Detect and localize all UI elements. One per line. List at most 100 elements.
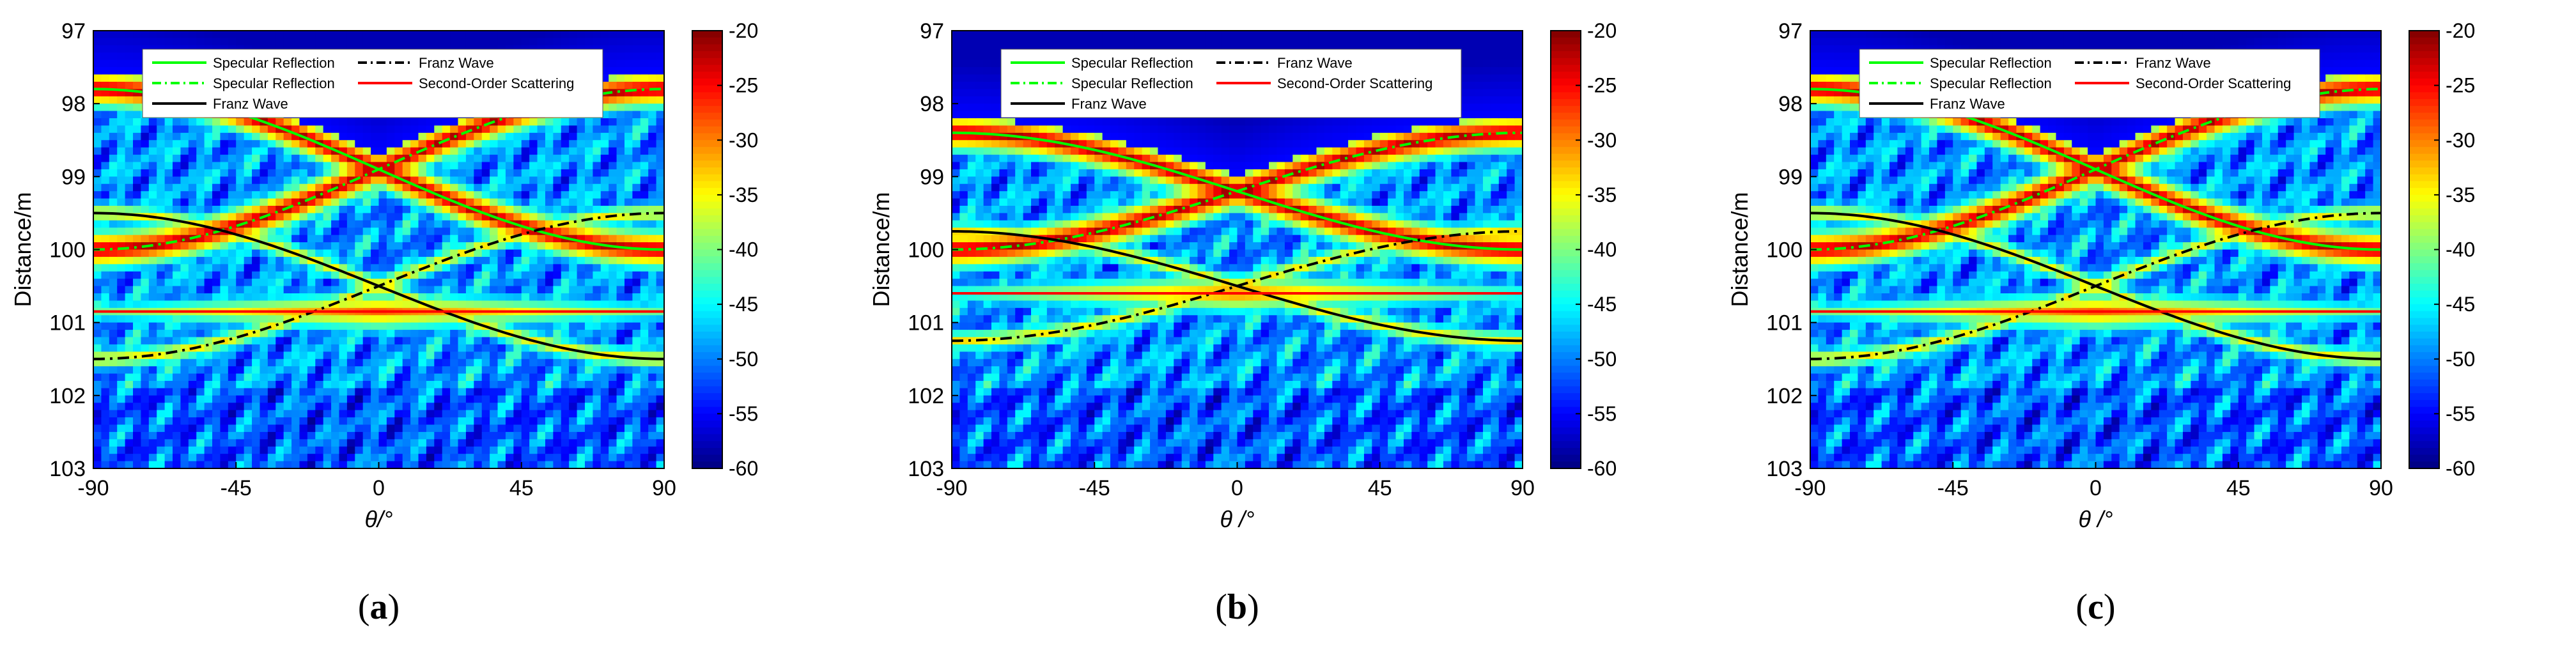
y-tick-label: 101 <box>908 311 944 336</box>
colorbar-tick-label: -30 <box>1587 128 1617 151</box>
y-tick-label: 97 <box>1778 19 1803 43</box>
y-tick-label: 99 <box>1778 165 1803 189</box>
panel-caption: (a) <box>358 587 400 627</box>
x-axis-label: θ /° <box>1220 506 1255 532</box>
legend: Specular Reflection Franz Wave Specular Re… <box>1000 49 1462 118</box>
x-tick-label: -45 <box>1079 476 1110 500</box>
x-tick-label: 90 <box>652 476 676 500</box>
y-axis-label: Distance/m <box>10 192 36 307</box>
y-tick-label: 98 <box>920 92 944 116</box>
y-tick-label: 102 <box>1766 384 1803 408</box>
y-tick-label: 102 <box>908 384 944 408</box>
x-tick-label: -90 <box>77 476 109 500</box>
colorbar-tick-label: -50 <box>729 348 758 371</box>
colorbar-tick-label: -20 <box>2446 19 2475 42</box>
y-tick-label: 100 <box>908 238 944 263</box>
y-tick-label: 98 <box>1778 92 1803 116</box>
colorbar-tick-label: -55 <box>2446 402 2475 425</box>
colorbar: -20 -25 -30 -35 -40 -45 -50 -55 -60 <box>1550 19 1617 480</box>
x-tick-label: 45 <box>1368 476 1392 500</box>
colorbar-tick-label: -35 <box>2446 183 2475 206</box>
x-tick-label: 45 <box>509 476 534 500</box>
colorbar-tick-label: -20 <box>1587 19 1617 42</box>
y-tick-label: 100 <box>49 238 86 263</box>
legend-label: Specular Reflection <box>213 75 335 91</box>
colorbar-tick-label: -60 <box>729 457 758 480</box>
legend-label: Specular Reflection <box>1930 75 2052 91</box>
x-tick-label: 0 <box>2090 476 2102 500</box>
colorbar: -20 -25 -30 -35 -40 -45 -50 -55 -60 <box>692 19 758 480</box>
legend-label: Franz Wave <box>419 55 494 71</box>
y-tick-label: 103 <box>49 457 86 481</box>
legend-label: Second-Order Scattering <box>419 75 574 91</box>
colorbar-tick-label: -30 <box>729 128 758 151</box>
legend-label: Franz Wave <box>1930 96 2005 112</box>
colorbar-tick-label: -20 <box>729 19 758 42</box>
y-tick-label: 97 <box>61 19 86 43</box>
chart-panel-b: Specular Reflection Franz Wave Specular Re… <box>868 19 1617 627</box>
y-tick-label: 102 <box>49 384 86 408</box>
colorbar-tick-label: -35 <box>729 183 758 206</box>
x-axis-label: θ /° <box>2079 506 2113 532</box>
legend-label: Franz Wave <box>1277 55 1353 71</box>
specular-reflection-dashdot-curve <box>951 131 1523 251</box>
colorbar-tick-label: -40 <box>2446 238 2475 261</box>
panel-caption: (c) <box>2076 587 2115 627</box>
colorbar-tick-label: -25 <box>2446 74 2475 97</box>
colorbar-tick-label: -25 <box>729 74 758 97</box>
colorbar-tick-label: -45 <box>729 293 758 316</box>
x-axis-label: θ/° <box>365 506 393 532</box>
colorbar-tick-label: -40 <box>729 238 758 261</box>
x-tick-label: -45 <box>1937 476 1969 500</box>
colorbar-tick-label: -35 <box>1587 183 1617 206</box>
colorbar-tick-label: -45 <box>1587 293 1617 316</box>
y-tick-label: 97 <box>920 19 944 43</box>
colorbar: -20 -25 -30 -35 -40 -45 -50 -55 -60 <box>2409 19 2475 480</box>
y-tick-label: 103 <box>1766 457 1803 481</box>
x-tick-label: 45 <box>2226 476 2251 500</box>
chart-panel-c: Specular Reflection Franz Wave Specular Re… <box>1726 19 2475 627</box>
colorbar-tick-label: -55 <box>729 402 758 425</box>
legend-label: Specular Reflection <box>1071 75 1193 91</box>
legend-label: Second-Order Scattering <box>1277 75 1432 91</box>
x-tick-label: 90 <box>1510 476 1535 500</box>
colorbar-tick-label: -25 <box>1587 74 1617 97</box>
franz-wave-dashdot-curve <box>93 212 665 360</box>
franz-wave-dashdot-curve <box>952 230 1523 343</box>
x-tick-label: 0 <box>373 476 385 500</box>
legend: Specular Reflection Franz Wave Specular Re… <box>1859 49 2320 118</box>
y-tick-label: 99 <box>920 165 944 189</box>
y-tick-label: 100 <box>1766 238 1803 263</box>
x-tick-label: 90 <box>2369 476 2393 500</box>
legend-label: Specular Reflection <box>1071 55 1193 71</box>
y-tick-label: 99 <box>61 165 86 189</box>
y-tick-label: 101 <box>1766 311 1803 336</box>
legend-label: Franz Wave <box>213 96 288 112</box>
colorbar-tick-label: -50 <box>1587 348 1617 371</box>
y-tick-label: 101 <box>49 311 86 336</box>
colorbar-tick-label: -45 <box>2446 293 2475 316</box>
colorbar-tick-label: -55 <box>1587 402 1617 425</box>
specular-reflection-dashdot-curve <box>1810 88 2382 251</box>
legend: Specular Reflection Franz Wave Specular Re… <box>142 49 603 118</box>
y-tick-label: 103 <box>908 457 944 481</box>
panel-caption: (b) <box>1215 587 1259 627</box>
x-tick-label: 0 <box>1231 476 1243 500</box>
legend-label: Franz Wave <box>2136 55 2211 71</box>
colorbar-tick-label: -60 <box>2446 457 2475 480</box>
colorbar-tick-label: -60 <box>1587 457 1617 480</box>
legend-label: Specular Reflection <box>1930 55 2052 71</box>
colorbar-tick-label: -30 <box>2446 128 2475 151</box>
franz-wave-dashdot-curve <box>1810 212 2382 360</box>
y-axis-label: Distance/m <box>868 192 894 307</box>
legend-label: Franz Wave <box>1071 96 1147 112</box>
y-tick-label: 98 <box>61 92 86 116</box>
x-tick-label: -90 <box>1794 476 1826 500</box>
x-tick-label: -90 <box>936 476 967 500</box>
legend-label: Second-Order Scattering <box>2136 75 2291 91</box>
colorbar-tick-label: -50 <box>2446 348 2475 371</box>
specular-reflection-dashdot-curve <box>93 88 665 251</box>
chart-panel-a: Specular Reflection Franz Wave Specular Re… <box>10 19 758 627</box>
x-tick-label: -45 <box>221 476 252 500</box>
